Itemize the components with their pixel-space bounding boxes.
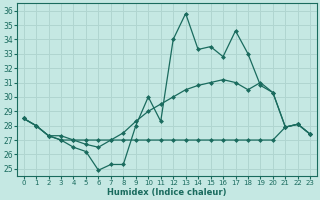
X-axis label: Humidex (Indice chaleur): Humidex (Indice chaleur) xyxy=(107,188,227,197)
